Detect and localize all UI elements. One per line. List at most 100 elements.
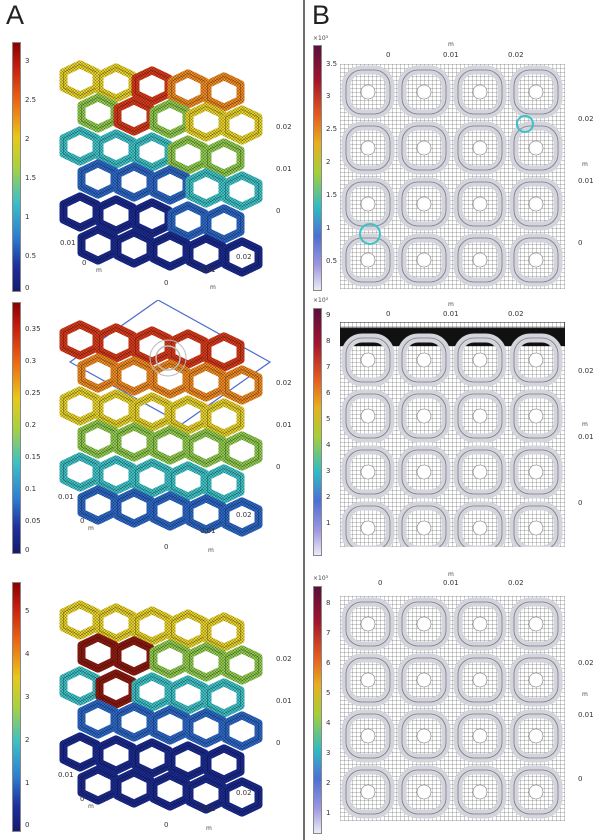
axis-tick: 0: [80, 517, 85, 525]
axis-tick: 0.02: [508, 51, 524, 59]
tick: 2: [25, 135, 30, 143]
tick: 1.5: [25, 174, 37, 182]
axis-tick: 0: [276, 463, 281, 471]
axis-tick: 0.01: [578, 433, 594, 441]
tick: 1: [326, 809, 331, 817]
axis-tick: 0.01: [58, 493, 74, 501]
side-axis-unit: m: [582, 161, 588, 168]
axis-tick: 0: [164, 543, 169, 551]
axis-tick: 0.02: [276, 123, 292, 131]
tick: 2: [25, 736, 30, 744]
axis-tick: 0: [386, 51, 391, 59]
axis-tick: 0: [82, 259, 87, 267]
axis-tick: 0.01: [443, 310, 459, 318]
axis-unit: m: [88, 525, 94, 532]
axis-tick: 0.01: [58, 771, 74, 779]
axis-tick: 0.02: [578, 115, 594, 123]
axis-tick: 0.02: [276, 655, 292, 663]
tick: 3: [25, 57, 30, 65]
colorbar-ticks-b2: 9 8 7 6 5 4 3 2 1: [326, 308, 350, 554]
axis-tick: 0: [378, 579, 383, 587]
tick: 0: [25, 546, 30, 554]
tick: 7: [326, 629, 331, 637]
axis-tick: 0.01: [200, 266, 216, 274]
tick: 2.5: [326, 125, 338, 133]
axis-tick: 0: [578, 499, 583, 507]
axis-tick: 0.01: [276, 165, 292, 173]
axis-unit: m: [88, 803, 94, 810]
tick: 5: [25, 607, 30, 615]
tick: 0.35: [25, 325, 41, 333]
tick: 0.1: [25, 485, 37, 493]
axis-tick: 0.01: [200, 805, 216, 813]
colorbar-multiplier: ×10³: [313, 297, 329, 304]
panel-label-a: A: [6, 0, 25, 30]
panel-divider: [303, 0, 305, 840]
tick: 5: [326, 689, 331, 697]
axis-tick: 0.02: [276, 379, 292, 387]
axis-tick: 0.02: [508, 579, 524, 587]
tick: 2: [326, 779, 331, 787]
colorbar-b1: [313, 45, 322, 291]
colorbar-a2: [12, 302, 21, 554]
tick: 1: [326, 519, 331, 527]
axis-tick: 0.02: [236, 253, 252, 261]
tick: 1: [25, 779, 30, 787]
tick: 3.5: [326, 60, 338, 68]
axis-tick: 0: [276, 739, 281, 747]
axis-tick: 0: [578, 775, 583, 783]
axis-unit: m: [208, 547, 214, 554]
side-axis-unit: m: [582, 691, 588, 698]
axis-tick: 0.01: [443, 579, 459, 587]
tick: 4: [25, 650, 30, 658]
tick: 4: [326, 441, 331, 449]
axis-tick: 0.01: [60, 239, 76, 247]
colorbar-multiplier: ×10³: [313, 35, 329, 42]
tick: 0.05: [25, 517, 41, 525]
tick: 3: [326, 749, 331, 757]
tick: 4: [326, 719, 331, 727]
axis-tick: 0.01: [443, 51, 459, 59]
lattice-plot-a2: [59, 300, 272, 537]
lattice-plot-b2: [340, 322, 565, 547]
axis-tick: 0: [164, 279, 169, 287]
colorbar-b3: [313, 586, 322, 834]
tick: 0.25: [25, 389, 41, 397]
axis-unit: m: [210, 284, 216, 291]
axis-tick: 0.01: [276, 697, 292, 705]
lattice-plot-a3: [59, 600, 263, 817]
axis-tick: 0.01: [578, 711, 594, 719]
side-axis-unit: m: [582, 421, 588, 428]
tick: 6: [326, 659, 331, 667]
axis-tick: 0: [276, 207, 281, 215]
tick: 1.5: [326, 191, 338, 199]
tick: 7: [326, 363, 331, 371]
tick: 1: [25, 213, 30, 221]
axis-tick: 0.01: [276, 421, 292, 429]
tick: 5: [326, 415, 331, 423]
axis-tick: 0.02: [508, 310, 524, 318]
tick: 8: [326, 599, 331, 607]
axis-tick: 0.02: [236, 789, 252, 797]
top-axis-unit: m: [448, 301, 454, 308]
colorbar-ticks-b3: 8 7 6 5 4 3 2 1: [326, 586, 350, 832]
axis-tick: 0.01: [200, 527, 216, 535]
tick: 0: [25, 284, 30, 292]
colorbar-a1: [12, 42, 21, 292]
axis-tick: 0: [386, 310, 391, 318]
lattice-plot-b1: [340, 64, 565, 289]
tick: 0.15: [25, 453, 41, 461]
tick: 8: [326, 337, 331, 345]
lattice-plot-a1: [59, 60, 263, 277]
tick: 6: [326, 389, 331, 397]
colorbar-multiplier: ×10³: [313, 575, 329, 582]
colorbar-ticks-a3: 5 4 3 2 1 0: [25, 582, 49, 830]
lattice-plot-b3: [340, 596, 565, 821]
axis-tick: 0: [80, 795, 85, 803]
tick: 0: [25, 821, 30, 829]
tick: 0.2: [25, 421, 37, 429]
colorbar-ticks-b1: 3.5 3 2.5 2 1.5 1 0.5: [326, 45, 350, 289]
tick: 3: [25, 693, 30, 701]
colorbar-a3: [12, 582, 21, 832]
tick: 1: [326, 224, 331, 232]
